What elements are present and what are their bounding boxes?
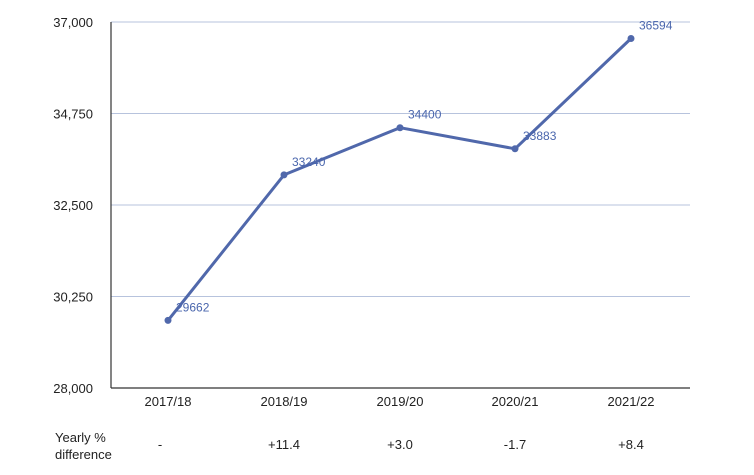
x-tick-label: 2018/19	[261, 394, 308, 409]
data-label: 36594	[639, 19, 673, 33]
yearly-difference-value: +8.4	[618, 437, 644, 452]
data-point	[280, 171, 288, 179]
y-tick-label: 34,750	[53, 107, 93, 122]
data-point	[164, 316, 172, 324]
data-label: 29662	[176, 300, 210, 314]
data-point	[627, 35, 635, 43]
y-axis-ticks: 28,000 30,250 32,500 34,750 37,000	[53, 15, 93, 396]
y-tick-label: 28,000	[53, 381, 93, 396]
gridlines	[111, 21, 690, 297]
data-points	[164, 35, 635, 324]
yearly-difference-label-line1: Yearly %	[55, 430, 106, 445]
yearly-difference-value: -1.7	[504, 437, 526, 452]
y-tick-label: 30,250	[53, 290, 93, 305]
data-point	[511, 145, 519, 153]
x-tick-label: 2021/22	[608, 394, 655, 409]
x-tick-label: 2019/20	[377, 394, 424, 409]
data-labels: 29662 33240 34400 33883 36594	[176, 19, 673, 315]
data-label: 33240	[292, 155, 326, 169]
x-tick-label: 2017/18	[145, 394, 192, 409]
data-label: 33883	[523, 129, 557, 143]
yearly-difference-value: -	[158, 437, 162, 452]
yearly-difference-value: +3.0	[387, 437, 413, 452]
data-label: 34400	[408, 108, 442, 122]
x-tick-label: 2020/21	[492, 394, 539, 409]
yearly-difference-value: +11.4	[268, 437, 300, 452]
y-tick-label: 32,500	[53, 198, 93, 213]
series-line	[166, 37, 633, 322]
y-tick-label: 37,000	[53, 15, 93, 30]
data-point	[396, 124, 404, 132]
x-axis-ticks: 2017/18 2018/19 2019/20 2020/21 2021/22	[145, 394, 655, 409]
yearly-difference-row: Yearly % difference - +11.4 +3.0 -1.7 +8.4	[55, 430, 644, 462]
yearly-difference-label-line2: difference	[55, 447, 112, 462]
